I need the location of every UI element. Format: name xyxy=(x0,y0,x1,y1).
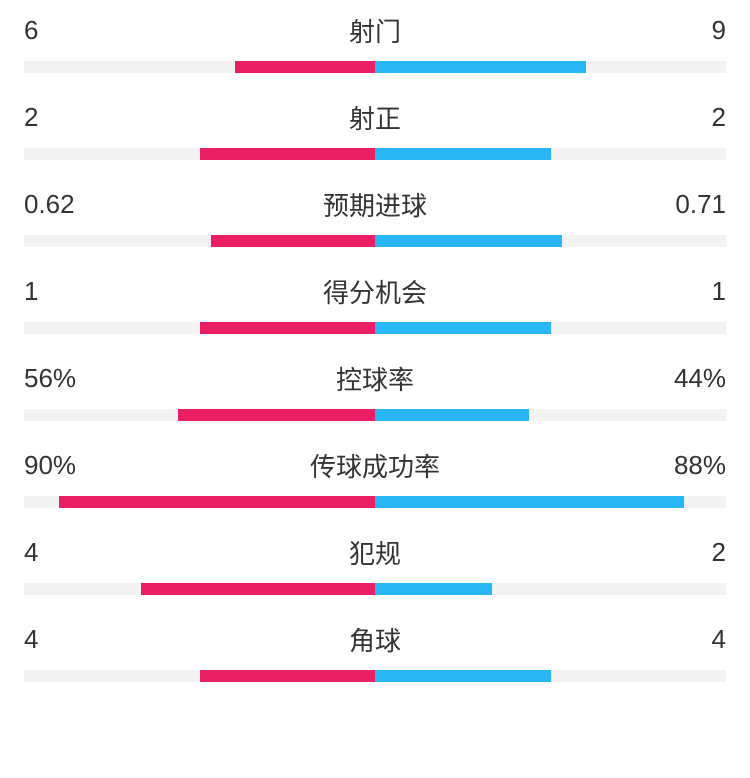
stat-bar-track xyxy=(24,235,726,247)
stat-header: 90%传球成功率88% xyxy=(24,447,726,484)
stat-value-left: 1 xyxy=(24,276,104,307)
stat-bar-fill-left xyxy=(235,61,375,73)
stat-bar-half-left xyxy=(24,496,375,508)
stat-bar-half-right xyxy=(375,322,726,334)
stat-row: 2射正2 xyxy=(24,99,726,160)
stat-bar-fill-left xyxy=(200,670,376,682)
stat-value-right: 0.71 xyxy=(646,189,726,220)
stat-label: 得分机会 xyxy=(104,273,646,310)
stat-row: 4角球4 xyxy=(24,621,726,682)
stat-value-right: 88% xyxy=(646,450,726,481)
stat-bar-half-left xyxy=(24,235,375,247)
stat-header: 2射正2 xyxy=(24,99,726,136)
stat-row: 1得分机会1 xyxy=(24,273,726,334)
stat-bar-fill-left xyxy=(59,496,375,508)
stat-bar-half-right xyxy=(375,496,726,508)
stat-label: 预期进球 xyxy=(104,186,646,223)
stat-label: 控球率 xyxy=(104,360,646,397)
stat-header: 6射门9 xyxy=(24,12,726,49)
stat-bar-half-right xyxy=(375,583,726,595)
stat-bar-fill-right xyxy=(375,670,551,682)
stat-bar-half-right xyxy=(375,409,726,421)
stat-bar-fill-right xyxy=(375,61,586,73)
stat-bar-half-left xyxy=(24,583,375,595)
stat-bar-half-left xyxy=(24,409,375,421)
stat-bar-fill-left xyxy=(211,235,375,247)
stat-value-right: 44% xyxy=(646,363,726,394)
stat-value-right: 1 xyxy=(646,276,726,307)
stat-value-right: 9 xyxy=(646,15,726,46)
stat-row: 56%控球率44% xyxy=(24,360,726,421)
stat-value-right: 2 xyxy=(646,102,726,133)
stat-header: 1得分机会1 xyxy=(24,273,726,310)
stat-label: 射门 xyxy=(104,12,646,49)
stat-bar-half-right xyxy=(375,670,726,682)
stat-bar-half-left xyxy=(24,670,375,682)
stat-value-left: 56% xyxy=(24,363,104,394)
stat-bar-track xyxy=(24,670,726,682)
stat-value-right: 2 xyxy=(646,537,726,568)
stat-value-left: 6 xyxy=(24,15,104,46)
stat-bar-track xyxy=(24,496,726,508)
stat-bar-half-right xyxy=(375,235,726,247)
stat-value-left: 4 xyxy=(24,537,104,568)
stat-bar-fill-left xyxy=(178,409,375,421)
stat-value-left: 2 xyxy=(24,102,104,133)
stat-bar-fill-right xyxy=(375,583,492,595)
stat-bar-fill-left xyxy=(200,322,376,334)
stat-bar-half-right xyxy=(375,148,726,160)
stat-value-left: 0.62 xyxy=(24,189,104,220)
stat-row: 90%传球成功率88% xyxy=(24,447,726,508)
stat-bar-fill-right xyxy=(375,409,529,421)
stat-label: 传球成功率 xyxy=(104,447,646,484)
stat-bar-track xyxy=(24,148,726,160)
stat-value-left: 90% xyxy=(24,450,104,481)
stat-bar-track xyxy=(24,322,726,334)
stat-bar-fill-right xyxy=(375,322,551,334)
stat-bar-half-left xyxy=(24,61,375,73)
stat-header: 56%控球率44% xyxy=(24,360,726,397)
stat-header: 4犯规2 xyxy=(24,534,726,571)
stat-bar-half-left xyxy=(24,148,375,160)
stat-row: 4犯规2 xyxy=(24,534,726,595)
stat-row: 6射门9 xyxy=(24,12,726,73)
stat-bar-half-right xyxy=(375,61,726,73)
stat-header: 0.62预期进球0.71 xyxy=(24,186,726,223)
stat-bar-fill-right xyxy=(375,148,551,160)
stat-bar-track xyxy=(24,409,726,421)
stat-bar-track xyxy=(24,61,726,73)
stat-bar-fill-left xyxy=(200,148,376,160)
stat-bar-track xyxy=(24,583,726,595)
stat-label: 犯规 xyxy=(104,534,646,571)
stat-bar-fill-right xyxy=(375,496,684,508)
stat-row: 0.62预期进球0.71 xyxy=(24,186,726,247)
stat-label: 角球 xyxy=(104,621,646,658)
match-stats-container: 6射门92射正20.62预期进球0.711得分机会156%控球率44%90%传球… xyxy=(24,12,726,682)
stat-bar-fill-left xyxy=(141,583,375,595)
stat-value-right: 4 xyxy=(646,624,726,655)
stat-value-left: 4 xyxy=(24,624,104,655)
stat-label: 射正 xyxy=(104,99,646,136)
stat-bar-half-left xyxy=(24,322,375,334)
stat-bar-fill-right xyxy=(375,235,562,247)
stat-header: 4角球4 xyxy=(24,621,726,658)
